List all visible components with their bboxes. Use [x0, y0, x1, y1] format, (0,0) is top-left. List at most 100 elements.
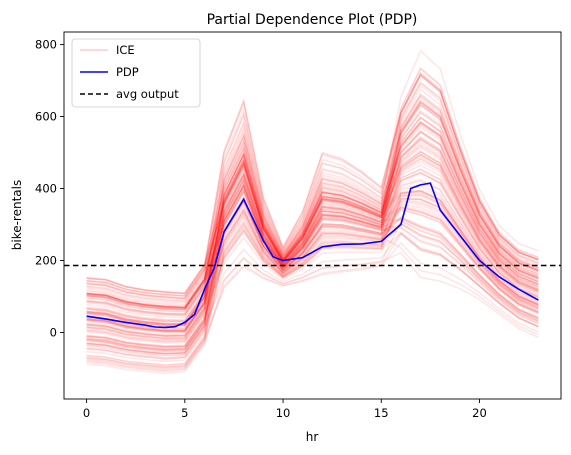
- ice-line: [86, 190, 539, 344]
- ice-line: [86, 251, 539, 355]
- ice-line: [86, 148, 539, 305]
- x-tick-label: 15: [374, 406, 389, 420]
- ice-line: [86, 164, 539, 336]
- ice-line: [86, 187, 539, 327]
- ice-line: [86, 152, 539, 311]
- ice-line: [86, 122, 539, 325]
- ice-line: [86, 219, 539, 374]
- y-tick-label: 200: [35, 253, 57, 267]
- ice-line: [86, 109, 539, 332]
- legend-avg-label: avg output: [116, 87, 179, 101]
- ice-line: [86, 88, 539, 355]
- ice-line: [86, 131, 539, 327]
- legend: ICE PDP avg output: [71, 38, 201, 108]
- ice-line: [86, 197, 539, 323]
- ice-line: [86, 104, 539, 337]
- ice-line: [86, 130, 539, 309]
- ice-line: [86, 175, 539, 314]
- ice-line: [86, 241, 539, 369]
- ice-line: [86, 81, 539, 339]
- ice-line: [86, 49, 539, 333]
- ice-line: [86, 232, 539, 359]
- ice-line: [86, 84, 539, 337]
- ice-line: [86, 153, 539, 327]
- ice-line: [86, 67, 539, 317]
- ice-line: [86, 73, 539, 351]
- y-axis-label: bike-rentals: [10, 180, 24, 251]
- chart-title: Partial Dependence Plot (PDP): [207, 12, 418, 28]
- ice-line: [86, 141, 539, 337]
- ice-line: [86, 204, 539, 336]
- ice-line: [86, 135, 539, 356]
- ice-line: [86, 138, 539, 351]
- ice-line: [86, 178, 539, 342]
- ice-line: [86, 172, 539, 316]
- ice-line: [86, 121, 539, 300]
- y-tick-label: 800: [35, 38, 57, 52]
- legend-ice-label: ICE: [116, 43, 135, 57]
- ice-line: [86, 208, 539, 332]
- ice-line: [86, 230, 539, 343]
- ice-line: [86, 157, 539, 306]
- ice-line: [86, 136, 539, 325]
- ice-line: [86, 101, 539, 370]
- ice-line: [86, 74, 539, 325]
- ice-line: [86, 200, 539, 331]
- x-tick-label: 20: [472, 406, 487, 420]
- ice-line: [86, 100, 539, 340]
- ice-line: [86, 131, 539, 304]
- y-tick-label: 600: [35, 110, 57, 124]
- ice-line: [86, 138, 539, 325]
- ice-line: [86, 150, 539, 326]
- ice-line: [86, 103, 539, 331]
- ice-line: [86, 80, 539, 300]
- ice-line: [86, 104, 539, 357]
- x-axis: 0 5 10 15 20: [83, 399, 487, 420]
- ice-line: [86, 193, 539, 337]
- ice-line: [86, 189, 539, 327]
- ice-line: [86, 171, 539, 332]
- ice-line: [86, 200, 539, 348]
- ice-line: [86, 130, 539, 310]
- ice-line: [86, 73, 539, 313]
- ice-line: [86, 232, 539, 372]
- ice-line: [86, 203, 539, 355]
- ice-line: [86, 116, 539, 330]
- ice-line: [86, 222, 539, 347]
- pdp-curve: [86, 182, 539, 329]
- ice-line: [86, 168, 539, 368]
- ice-line: [86, 190, 539, 348]
- y-axis: 0 200 400 600 800: [35, 38, 64, 339]
- ice-line: [86, 152, 539, 309]
- ice-line: [86, 121, 539, 303]
- y-tick-label: 0: [50, 325, 57, 339]
- ice-line: [86, 214, 539, 334]
- ice-line: [86, 144, 539, 332]
- ice-lines: [86, 49, 539, 374]
- ice-line: [86, 208, 539, 340]
- ice-line: [86, 167, 539, 321]
- x-axis-label: hr: [306, 430, 319, 444]
- x-tick-label: 5: [181, 406, 188, 420]
- ice-line: [86, 178, 539, 325]
- ice-line: [86, 150, 539, 340]
- ice-line: [86, 164, 539, 314]
- ice-line: [86, 116, 539, 348]
- x-tick-label: 0: [83, 406, 90, 420]
- ice-line: [86, 72, 539, 297]
- ice-line: [86, 194, 539, 363]
- ice-line: [86, 92, 539, 366]
- y-tick-label: 400: [35, 182, 57, 196]
- ice-line: [86, 153, 539, 322]
- ice-line: [86, 71, 539, 295]
- plot-frame: [63, 31, 562, 400]
- ice-line: [86, 188, 539, 323]
- ice-line: [86, 162, 539, 308]
- legend-box: [71, 38, 201, 108]
- ice-line: [86, 111, 539, 355]
- legend-pdp-label: PDP: [116, 65, 139, 79]
- ice-line: [86, 184, 539, 320]
- ice-line: [86, 157, 539, 308]
- ice-line: [86, 143, 539, 297]
